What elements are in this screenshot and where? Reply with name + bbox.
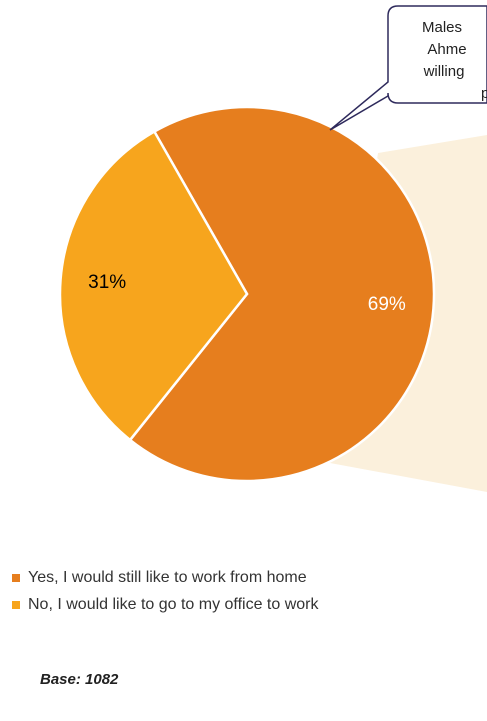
data-label: 31% bbox=[88, 272, 126, 293]
callout-line: p bbox=[481, 85, 487, 102]
callout-text: Males Ahme willing p bbox=[422, 19, 487, 102]
data-label: 69% bbox=[368, 294, 406, 315]
legend: Yes, I would still like to work from hom… bbox=[12, 569, 320, 613]
callout-line: Males bbox=[422, 19, 462, 36]
pie-slice bbox=[58, 129, 249, 442]
footnote: Base: 1082 bbox=[40, 671, 119, 688]
legend-swatch bbox=[12, 574, 20, 582]
legend-swatch bbox=[12, 601, 20, 609]
pie-slice bbox=[128, 105, 436, 483]
callout-line: willing bbox=[423, 63, 465, 80]
callout-line: Ahme bbox=[427, 41, 466, 58]
legend-label: Yes, I would still like to work from hom… bbox=[28, 569, 307, 586]
pie: 69% 31% bbox=[58, 105, 436, 483]
callout bbox=[329, 5, 487, 131]
legend-label: No, I would like to go to my office to w… bbox=[28, 596, 320, 613]
